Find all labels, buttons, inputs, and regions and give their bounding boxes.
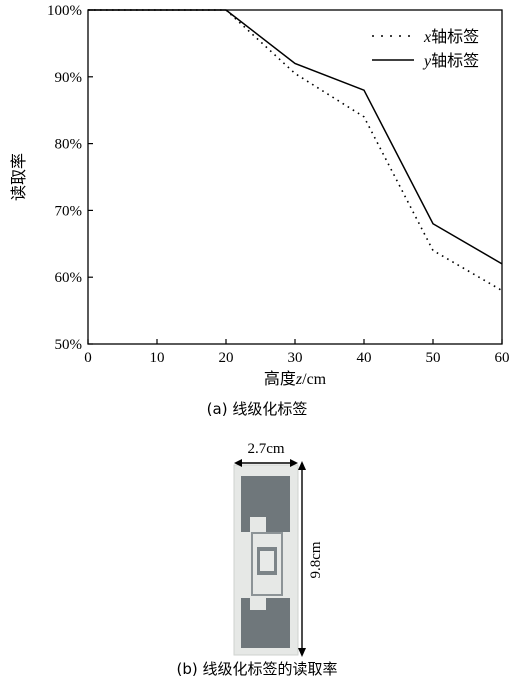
x-tick-label: 0 [84,350,92,366]
series-layer [88,9,503,292]
x-tick-label: 50 [426,350,441,366]
height-dimension [298,461,306,657]
caption-b: (b) 线级化标签的读取率 [176,660,338,678]
x-tick-label: 40 [357,350,372,366]
x-axis-title-part: z [295,371,303,388]
width-label: 2.7cm [247,441,284,457]
y-tick-label: 100% [47,3,82,19]
x-tick-label: 20 [219,350,234,366]
y-axis-ticks: 50% 60% 70% 80% 90% 100% [47,3,93,353]
y-tick-label: 60% [55,270,83,286]
legend-y-label: y轴标签 [422,51,479,70]
x-tick-label: 60 [495,350,510,366]
legend-x-label: x轴标签 [423,27,479,46]
x-axis-title-part: 高度 [264,369,296,388]
y-tick-label: 80% [55,137,83,153]
height-label: 9.8cm [308,541,324,578]
chart-area: 50% 60% 70% 80% 90% 100% 0 10 20 30 40 50 60 读取率 高度… [9,3,510,388]
legend: x轴标签 y轴标签 [372,27,479,70]
y-tick-label: 90% [55,70,83,86]
width-dimension [234,459,298,467]
series-line-y [88,9,503,265]
x-axis-ticks: 0 10 20 30 40 50 60 [84,339,510,366]
x-axis-title: 高度z/cm [264,369,327,388]
y-axis-title: 读取率 [9,153,28,201]
x-axis-title-part: /cm [302,371,327,388]
tag-image [233,464,299,656]
x-tick-label: 10 [150,350,165,366]
y-tick-label: 70% [55,203,83,219]
y-tick-label: 50% [55,337,83,353]
caption-a: (a) 线级化标签 [206,400,308,418]
x-tick-label: 30 [288,350,303,366]
